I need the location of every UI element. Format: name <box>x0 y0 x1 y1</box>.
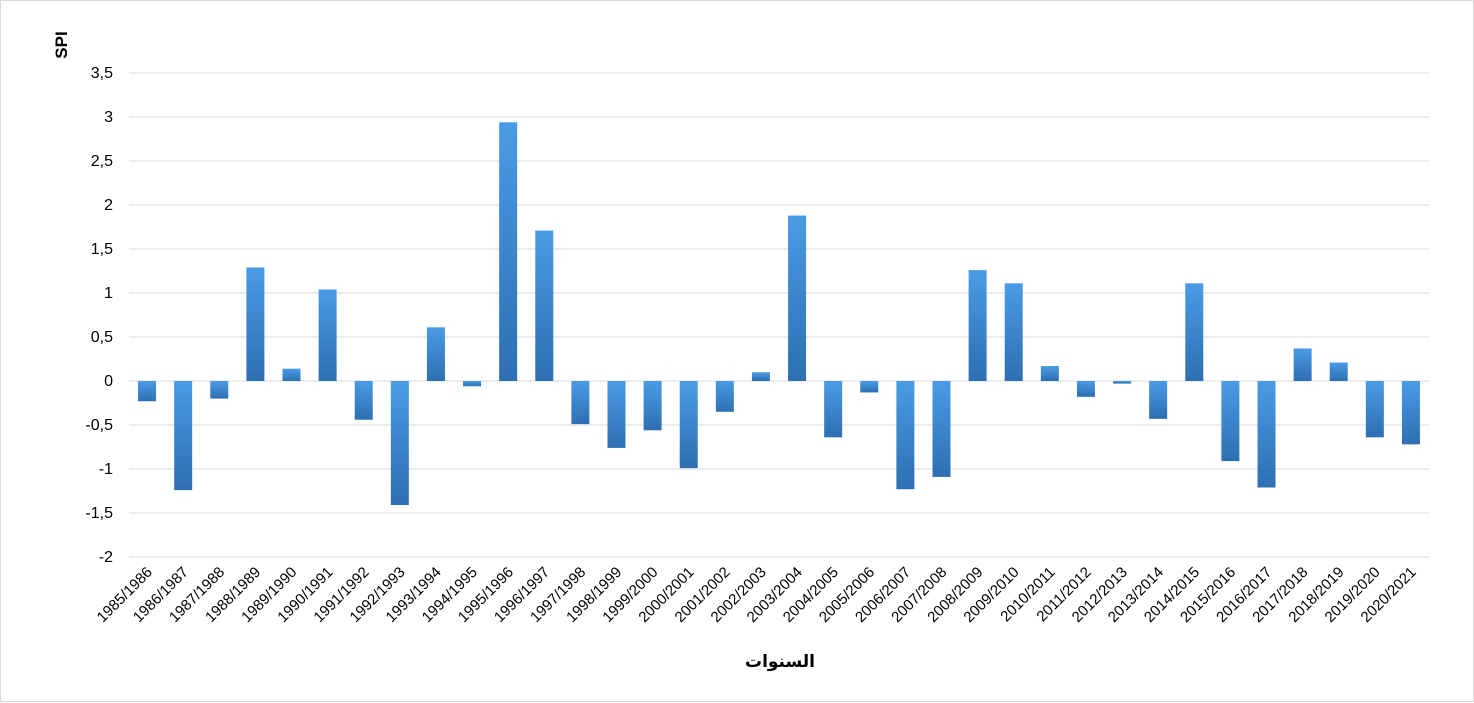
bar-2013-2014 <box>1149 381 1168 419</box>
bar-2012-2013 <box>1113 381 1132 384</box>
bar-2000-2001 <box>679 381 698 469</box>
y-tick-label: 3,5 <box>91 65 113 82</box>
bar-2009-2010 <box>1004 283 1023 381</box>
y-tick-label: 2,5 <box>91 153 113 170</box>
bar-2001-2002 <box>715 381 734 412</box>
bar-2008-2009 <box>968 270 987 381</box>
bar-2004-2005 <box>824 381 843 438</box>
bar-2015-2016 <box>1221 381 1240 462</box>
bar-2014-2015 <box>1185 283 1204 381</box>
bar-2019-2020 <box>1365 381 1384 438</box>
bar-2007-2008 <box>932 381 951 477</box>
bar-2002-2003 <box>751 372 770 381</box>
gridlines <box>129 72 1429 558</box>
bar-2016-2017 <box>1257 381 1276 488</box>
bar-1998-1999 <box>607 381 626 448</box>
bar-1991-1992 <box>354 381 373 420</box>
bar-2017-2018 <box>1293 348 1312 381</box>
bars <box>138 122 1420 506</box>
y-tick-label: 1 <box>104 285 113 302</box>
y-axis-title: SPI <box>52 31 71 58</box>
bar-1999-2000 <box>643 381 662 431</box>
bar-1988-1989 <box>246 267 265 381</box>
y-tick-label: 0,5 <box>91 329 113 346</box>
bar-2006-2007 <box>896 381 915 490</box>
x-axis-title: السنوات <box>745 652 815 672</box>
x-axis-ticks: 1985/19861986/19871987/19881988/19891989… <box>94 564 1420 626</box>
y-tick-label: -0,5 <box>85 417 113 434</box>
bar-1994-1995 <box>463 381 482 387</box>
bar-1990-1991 <box>318 289 337 381</box>
bar-1989-1990 <box>282 368 301 381</box>
y-tick-label: -1 <box>99 461 113 478</box>
bar-1986-1987 <box>174 381 193 491</box>
y-tick-label: -1,5 <box>85 505 113 522</box>
bar-2005-2006 <box>860 381 879 393</box>
y-tick-label: 3 <box>104 109 113 126</box>
bar-2010-2011 <box>1040 366 1059 381</box>
y-tick-label: 2 <box>104 197 113 214</box>
bar-2020-2021 <box>1401 381 1420 445</box>
bar-2011-2012 <box>1076 381 1095 397</box>
bar-1995-1996 <box>499 122 518 381</box>
bar-1985-1986 <box>138 381 157 402</box>
bar-1997-1998 <box>571 381 590 425</box>
y-axis-ticks: 3,5 3 2,5 2 1,5 1 0,5 0 -0,5 -1 -1,5 -2 <box>85 65 113 566</box>
y-tick-label: -2 <box>99 549 113 566</box>
bar-1987-1988 <box>210 381 229 399</box>
bar-2018-2019 <box>1329 362 1348 381</box>
bar-2003-2004 <box>788 215 807 381</box>
bar-1996-1997 <box>535 230 554 381</box>
bar-1993-1994 <box>426 327 445 381</box>
bar-1992-1993 <box>390 381 409 506</box>
y-tick-label: 0 <box>104 373 113 390</box>
y-tick-label: 1,5 <box>91 241 113 258</box>
